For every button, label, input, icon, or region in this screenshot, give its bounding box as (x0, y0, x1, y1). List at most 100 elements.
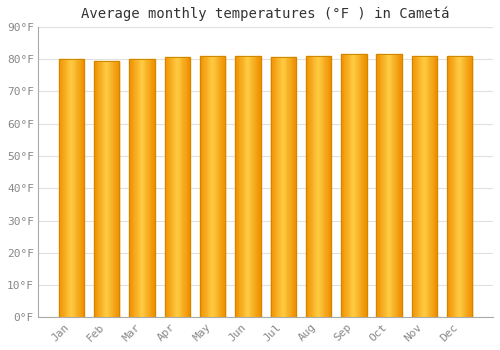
Bar (378, 54, 379, 317)
Bar (142, 59, 143, 317)
Bar (412, 56, 437, 317)
Bar (396, 54, 398, 317)
Bar (117, 61, 118, 317)
Bar (400, 54, 401, 317)
Bar (243, 56, 244, 317)
Bar (422, 56, 424, 317)
Bar (166, 57, 167, 317)
Bar (376, 54, 402, 317)
Bar (94, 61, 120, 317)
Bar (130, 59, 131, 317)
Bar (164, 57, 166, 317)
Bar (259, 56, 260, 317)
Bar (362, 54, 363, 317)
Bar (379, 54, 380, 317)
Bar (172, 57, 173, 317)
Bar (200, 56, 226, 317)
Bar (342, 54, 343, 317)
Bar (418, 56, 420, 317)
Bar (417, 56, 418, 317)
Bar (386, 54, 388, 317)
Bar (59, 59, 60, 317)
Bar (353, 54, 354, 317)
Bar (254, 56, 256, 317)
Bar (412, 56, 437, 317)
Bar (98, 61, 99, 317)
Bar (288, 57, 289, 317)
Bar (59, 59, 84, 317)
Bar (164, 57, 190, 317)
Bar (433, 56, 434, 317)
Bar (460, 56, 462, 317)
Bar (144, 59, 146, 317)
Bar (308, 56, 309, 317)
Bar (391, 54, 392, 317)
Bar (81, 59, 82, 317)
Bar (341, 54, 342, 317)
Bar (210, 56, 211, 317)
Bar (244, 56, 246, 317)
Bar (452, 56, 453, 317)
Bar (275, 57, 276, 317)
Bar (149, 59, 150, 317)
Bar (314, 56, 315, 317)
Bar (167, 57, 168, 317)
Bar (220, 56, 221, 317)
Bar (380, 54, 382, 317)
Bar (388, 54, 389, 317)
Bar (365, 54, 366, 317)
Bar (136, 59, 137, 317)
Bar (189, 57, 190, 317)
Bar (131, 59, 132, 317)
Bar (401, 54, 402, 317)
Bar (426, 56, 427, 317)
Bar (182, 57, 184, 317)
Bar (324, 56, 326, 317)
Bar (382, 54, 383, 317)
Bar (66, 59, 68, 317)
Bar (358, 54, 359, 317)
Bar (188, 57, 189, 317)
Bar (309, 56, 310, 317)
Bar (274, 57, 275, 317)
Bar (130, 59, 155, 317)
Bar (222, 56, 223, 317)
Bar (376, 54, 377, 317)
Bar (360, 54, 362, 317)
Bar (292, 57, 294, 317)
Bar (356, 54, 357, 317)
Bar (247, 56, 248, 317)
Bar (328, 56, 330, 317)
Bar (140, 59, 141, 317)
Bar (359, 54, 360, 317)
Bar (175, 57, 176, 317)
Bar (363, 54, 364, 317)
Bar (236, 56, 237, 317)
Bar (348, 54, 350, 317)
Bar (354, 54, 356, 317)
Bar (427, 56, 428, 317)
Bar (468, 56, 469, 317)
Bar (326, 56, 327, 317)
Bar (200, 56, 201, 317)
Bar (250, 56, 252, 317)
Bar (168, 57, 169, 317)
Bar (424, 56, 425, 317)
Bar (235, 56, 236, 317)
Bar (256, 56, 258, 317)
Bar (312, 56, 314, 317)
Bar (428, 56, 430, 317)
Bar (258, 56, 259, 317)
Bar (315, 56, 316, 317)
Bar (202, 56, 203, 317)
Bar (223, 56, 224, 317)
Bar (284, 57, 285, 317)
Bar (208, 56, 210, 317)
Bar (432, 56, 433, 317)
Bar (464, 56, 465, 317)
Bar (310, 56, 311, 317)
Bar (412, 56, 414, 317)
Bar (224, 56, 226, 317)
Bar (364, 54, 365, 317)
Bar (130, 59, 155, 317)
